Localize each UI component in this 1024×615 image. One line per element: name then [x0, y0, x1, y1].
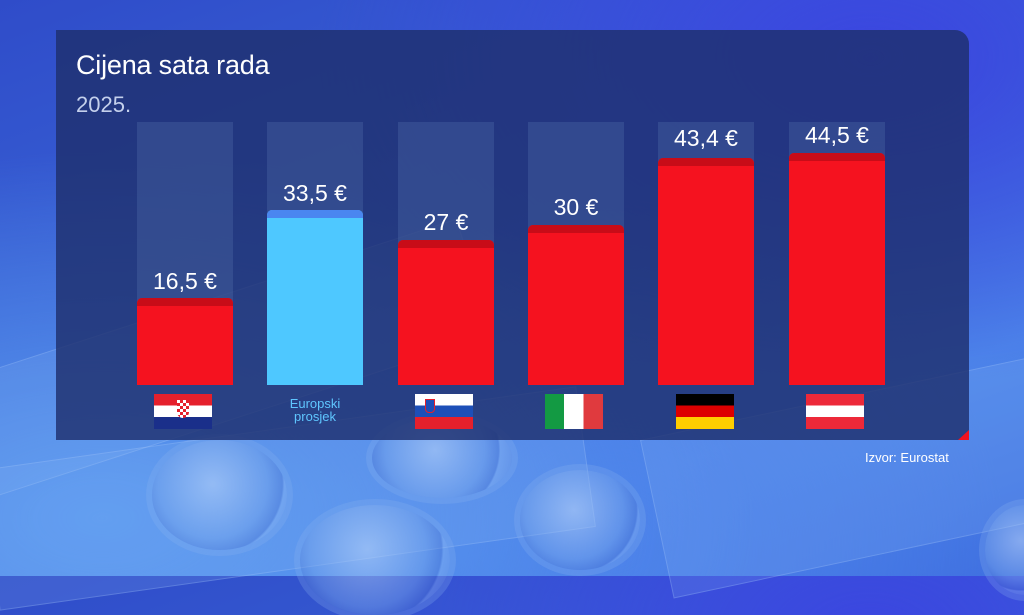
slovenia-flag-icon [415, 394, 473, 429]
eu-average-caption-line1: Europski [289, 396, 341, 411]
background-coin [300, 505, 450, 615]
bar-germany [658, 158, 754, 385]
bar-austria [789, 153, 885, 385]
slovenia-coat-of-arms [425, 399, 435, 413]
background-coin [152, 440, 287, 550]
germany-flag-icon [676, 394, 734, 429]
eu-average-caption: Europski prosjek [267, 397, 363, 423]
chart-title: Cijena sata rada [76, 50, 270, 80]
value-label-eu-average: 33,5 € [283, 180, 347, 206]
source-credit: Izvor: Eurostat [865, 450, 949, 465]
italy-flag-icon [545, 394, 603, 429]
bar-slovenia [398, 240, 494, 385]
value-label-italy: 30 € [553, 194, 599, 220]
bar-eu-average [267, 210, 363, 385]
value-label-germany: 43,4 € [674, 125, 738, 151]
value-label-austria: 44,5 € [805, 122, 869, 148]
eu-average-caption-line2: prosjek [294, 409, 336, 424]
background-coin [520, 470, 640, 570]
bar-italy [528, 225, 624, 385]
panel-corner-accent [958, 430, 969, 440]
value-label-croatia: 16,5 € [153, 268, 217, 294]
austria-flag-icon [806, 394, 864, 429]
chart-subtitle: 2025. [76, 92, 132, 117]
croatia-flag-icon [154, 394, 212, 429]
value-label-slovenia: 27 € [423, 209, 469, 235]
croatia-coat-of-arms [177, 400, 189, 418]
bar-croatia [137, 298, 233, 385]
